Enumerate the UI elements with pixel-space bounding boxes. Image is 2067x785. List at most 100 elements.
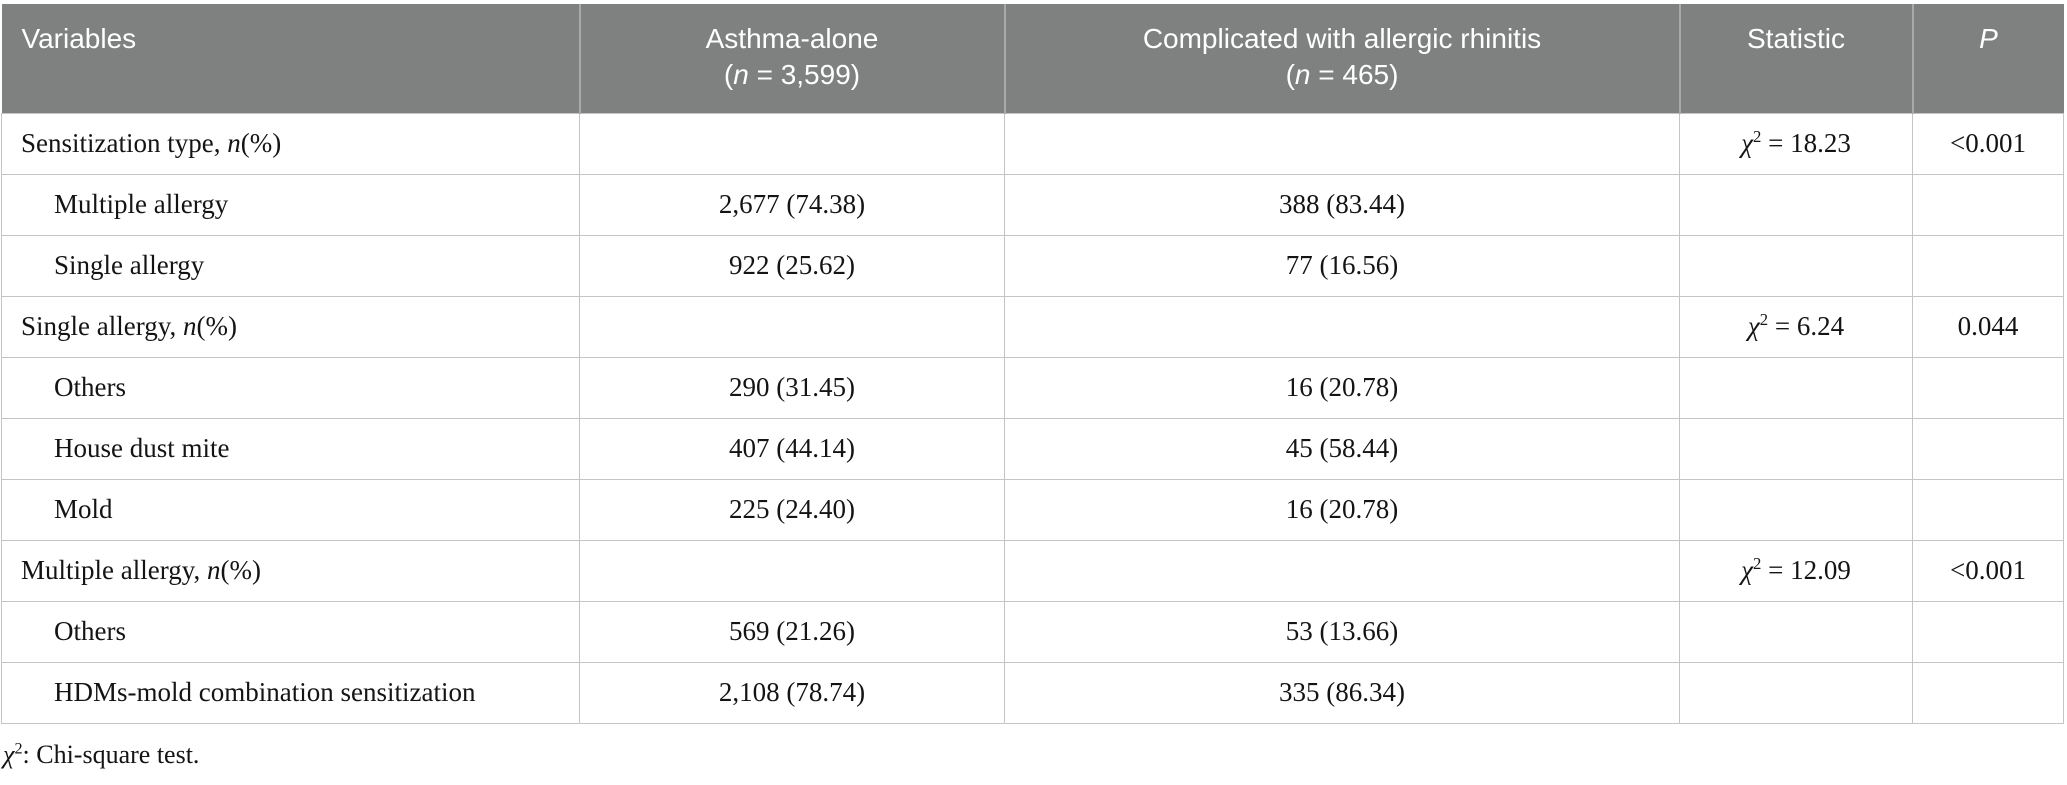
table-row: Mold 225 (24.40) 16 (20.78) [1,478,2064,541]
table-row: Sensitization type, n(%) χ2 = 18.23 <0.0… [1,112,2064,175]
col-header-statistic-label: Statistic [1746,23,1846,54]
asthma-alone-value-cell: 407 (44.14) [579,417,1005,480]
variable-label-suffix: (%) [240,128,282,158]
complicated-value: 53 (13.66) [1285,616,1399,646]
variable-label: Others [54,372,126,402]
col-header-asthma-n: (n = 3,599) [582,57,1003,93]
p-value: <0.001 [1950,555,2026,585]
variable-cell: Mold [1,478,580,541]
complicated-value-cell: 53 (13.66) [1004,600,1680,663]
variable-cell: Others [1,600,580,663]
statistic-cell [1679,173,1913,236]
asthma-alone-value-cell: 2,677 (74.38) [579,173,1005,236]
statistic-cell [1679,234,1913,297]
asthma-alone-value: 225 (24.40) [729,494,855,524]
variable-label-suffix: (%) [220,555,261,585]
p-value: <0.001 [1950,128,2026,158]
p-value: 0.044 [1957,311,2019,341]
p-value-cell [1912,478,2064,541]
variable-cell: Single allergy [1,234,580,297]
table-row: HDMs-mold combination sensitization 2,10… [1,661,2064,724]
complicated-value-cell: 16 (20.78) [1004,478,1680,541]
complicated-value-cell: 388 (83.44) [1004,173,1680,236]
variable-label: Others [54,616,126,646]
statistic-chi-superscript: 2 [1759,310,1769,329]
table-header: Variables Asthma-alone (n = 3,599) Compl… [1,4,2064,113]
asthma-alone-value-cell: 569 (21.26) [579,600,1005,663]
complicated-n-open: ( [1285,59,1295,90]
variable-cell: HDMs-mold combination sensitization [1,661,580,724]
table-body: Sensitization type, n(%) χ2 = 18.23 <0.0… [1,112,2064,724]
p-value-cell [1912,234,2064,297]
complicated-value: 77 (16.56) [1285,250,1399,280]
asthma-alone-value: 2,677 (74.38) [718,189,866,219]
variable-label-suffix: (%) [196,311,237,341]
complicated-n-value: = 465) [1310,59,1399,90]
statistics-table: Variables Asthma-alone (n = 3,599) Compl… [1,4,2064,724]
statistic-value: = 18.23 [1761,128,1851,158]
p-value-cell [1912,173,2064,236]
asthma-alone-value-cell [579,295,1005,358]
complicated-value-cell: 335 (86.34) [1004,661,1680,724]
p-value-cell [1912,600,2064,663]
complicated-value-cell: 77 (16.56) [1004,234,1680,297]
statistic-cell [1679,600,1913,663]
statistic-cell: χ2 = 6.24 [1679,295,1913,358]
p-value-cell [1912,661,2064,724]
complicated-value: 335 (86.34) [1279,677,1405,707]
col-header-complicated-n: (n = 465) [1007,57,1678,93]
asthma-alone-value: 290 (31.45) [729,372,855,402]
variable-label: HDMs-mold combination sensitization [54,677,476,707]
footnote-chi-superscript: 2 [14,739,23,757]
variable-label: Single allergy [54,250,205,280]
col-header-variables: Variables [1,4,580,113]
footnote-text: : Chi-square test. [22,739,200,769]
asthma-n-symbol: n [733,59,749,90]
statistic-chi-superscript: 2 [1753,554,1762,573]
complicated-value: 45 (58.44) [1285,433,1399,463]
col-header-complicated-title: Complicated with allergic rhinitis [1142,23,1542,54]
variable-label-italic: n [182,311,197,341]
col-header-p: P [1911,4,2064,113]
table-row: Multiple allergy 2,677 (74.38) 388 (83.4… [1,173,2064,236]
variable-label-italic: n [227,128,241,158]
p-value-cell: 0.044 [1912,295,2064,358]
asthma-alone-value: 922 (25.62) [729,250,855,280]
complicated-value-cell: 45 (58.44) [1004,417,1680,480]
variable-cell: Single allergy, n(%) [1,295,580,358]
col-header-complicated: Complicated with allergic rhinitis (n = … [1003,4,1680,113]
variable-cell: House dust mite [1,417,580,480]
col-header-statistic: Statistic [1678,4,1913,113]
statistic-cell: χ2 = 12.09 [1679,539,1913,602]
asthma-alone-value-cell: 2,108 (78.74) [579,661,1005,724]
variable-cell: Multiple allergy, n(%) [1,539,580,602]
p-value-cell: <0.001 [1912,112,2064,175]
asthma-alone-value-cell: 290 (31.45) [579,356,1005,419]
asthma-alone-value-cell: 922 (25.62) [579,234,1005,297]
statistic-chi-symbol: χ [1747,311,1760,341]
complicated-value-cell [1004,539,1680,602]
asthma-alone-value-cell [579,539,1005,602]
variable-label: Multiple allergy [54,189,229,219]
statistic-cell: χ2 = 18.23 [1679,112,1913,175]
statistic-cell [1679,478,1913,541]
variable-cell: Sensitization type, n(%) [1,112,580,175]
complicated-value: 16 (20.78) [1285,494,1399,524]
table-row: Single allergy 922 (25.62) 77 (16.56) [1,234,2064,297]
header-row: Variables Asthma-alone (n = 3,599) Compl… [1,4,2064,113]
footnote-chi-symbol: χ [3,739,15,769]
col-header-asthma-title: Asthma-alone [705,23,879,54]
statistic-chi-symbol: χ [1741,555,1754,585]
col-header-p-label: P [1979,23,1998,54]
asthma-n-value: = 3,599) [748,59,861,90]
variable-label: House dust mite [54,433,230,463]
col-header-asthma-alone: Asthma-alone (n = 3,599) [578,4,1005,113]
asthma-alone-value: 407 (44.14) [729,433,855,463]
complicated-value: 388 (83.44) [1279,189,1405,219]
asthma-alone-value-cell: 225 (24.40) [579,478,1005,541]
complicated-value-cell: 16 (20.78) [1004,356,1680,419]
asthma-n-open: ( [723,59,734,90]
table-footnote: χ2: Chi-square test. [3,740,2067,770]
p-value-cell [1912,356,2064,419]
